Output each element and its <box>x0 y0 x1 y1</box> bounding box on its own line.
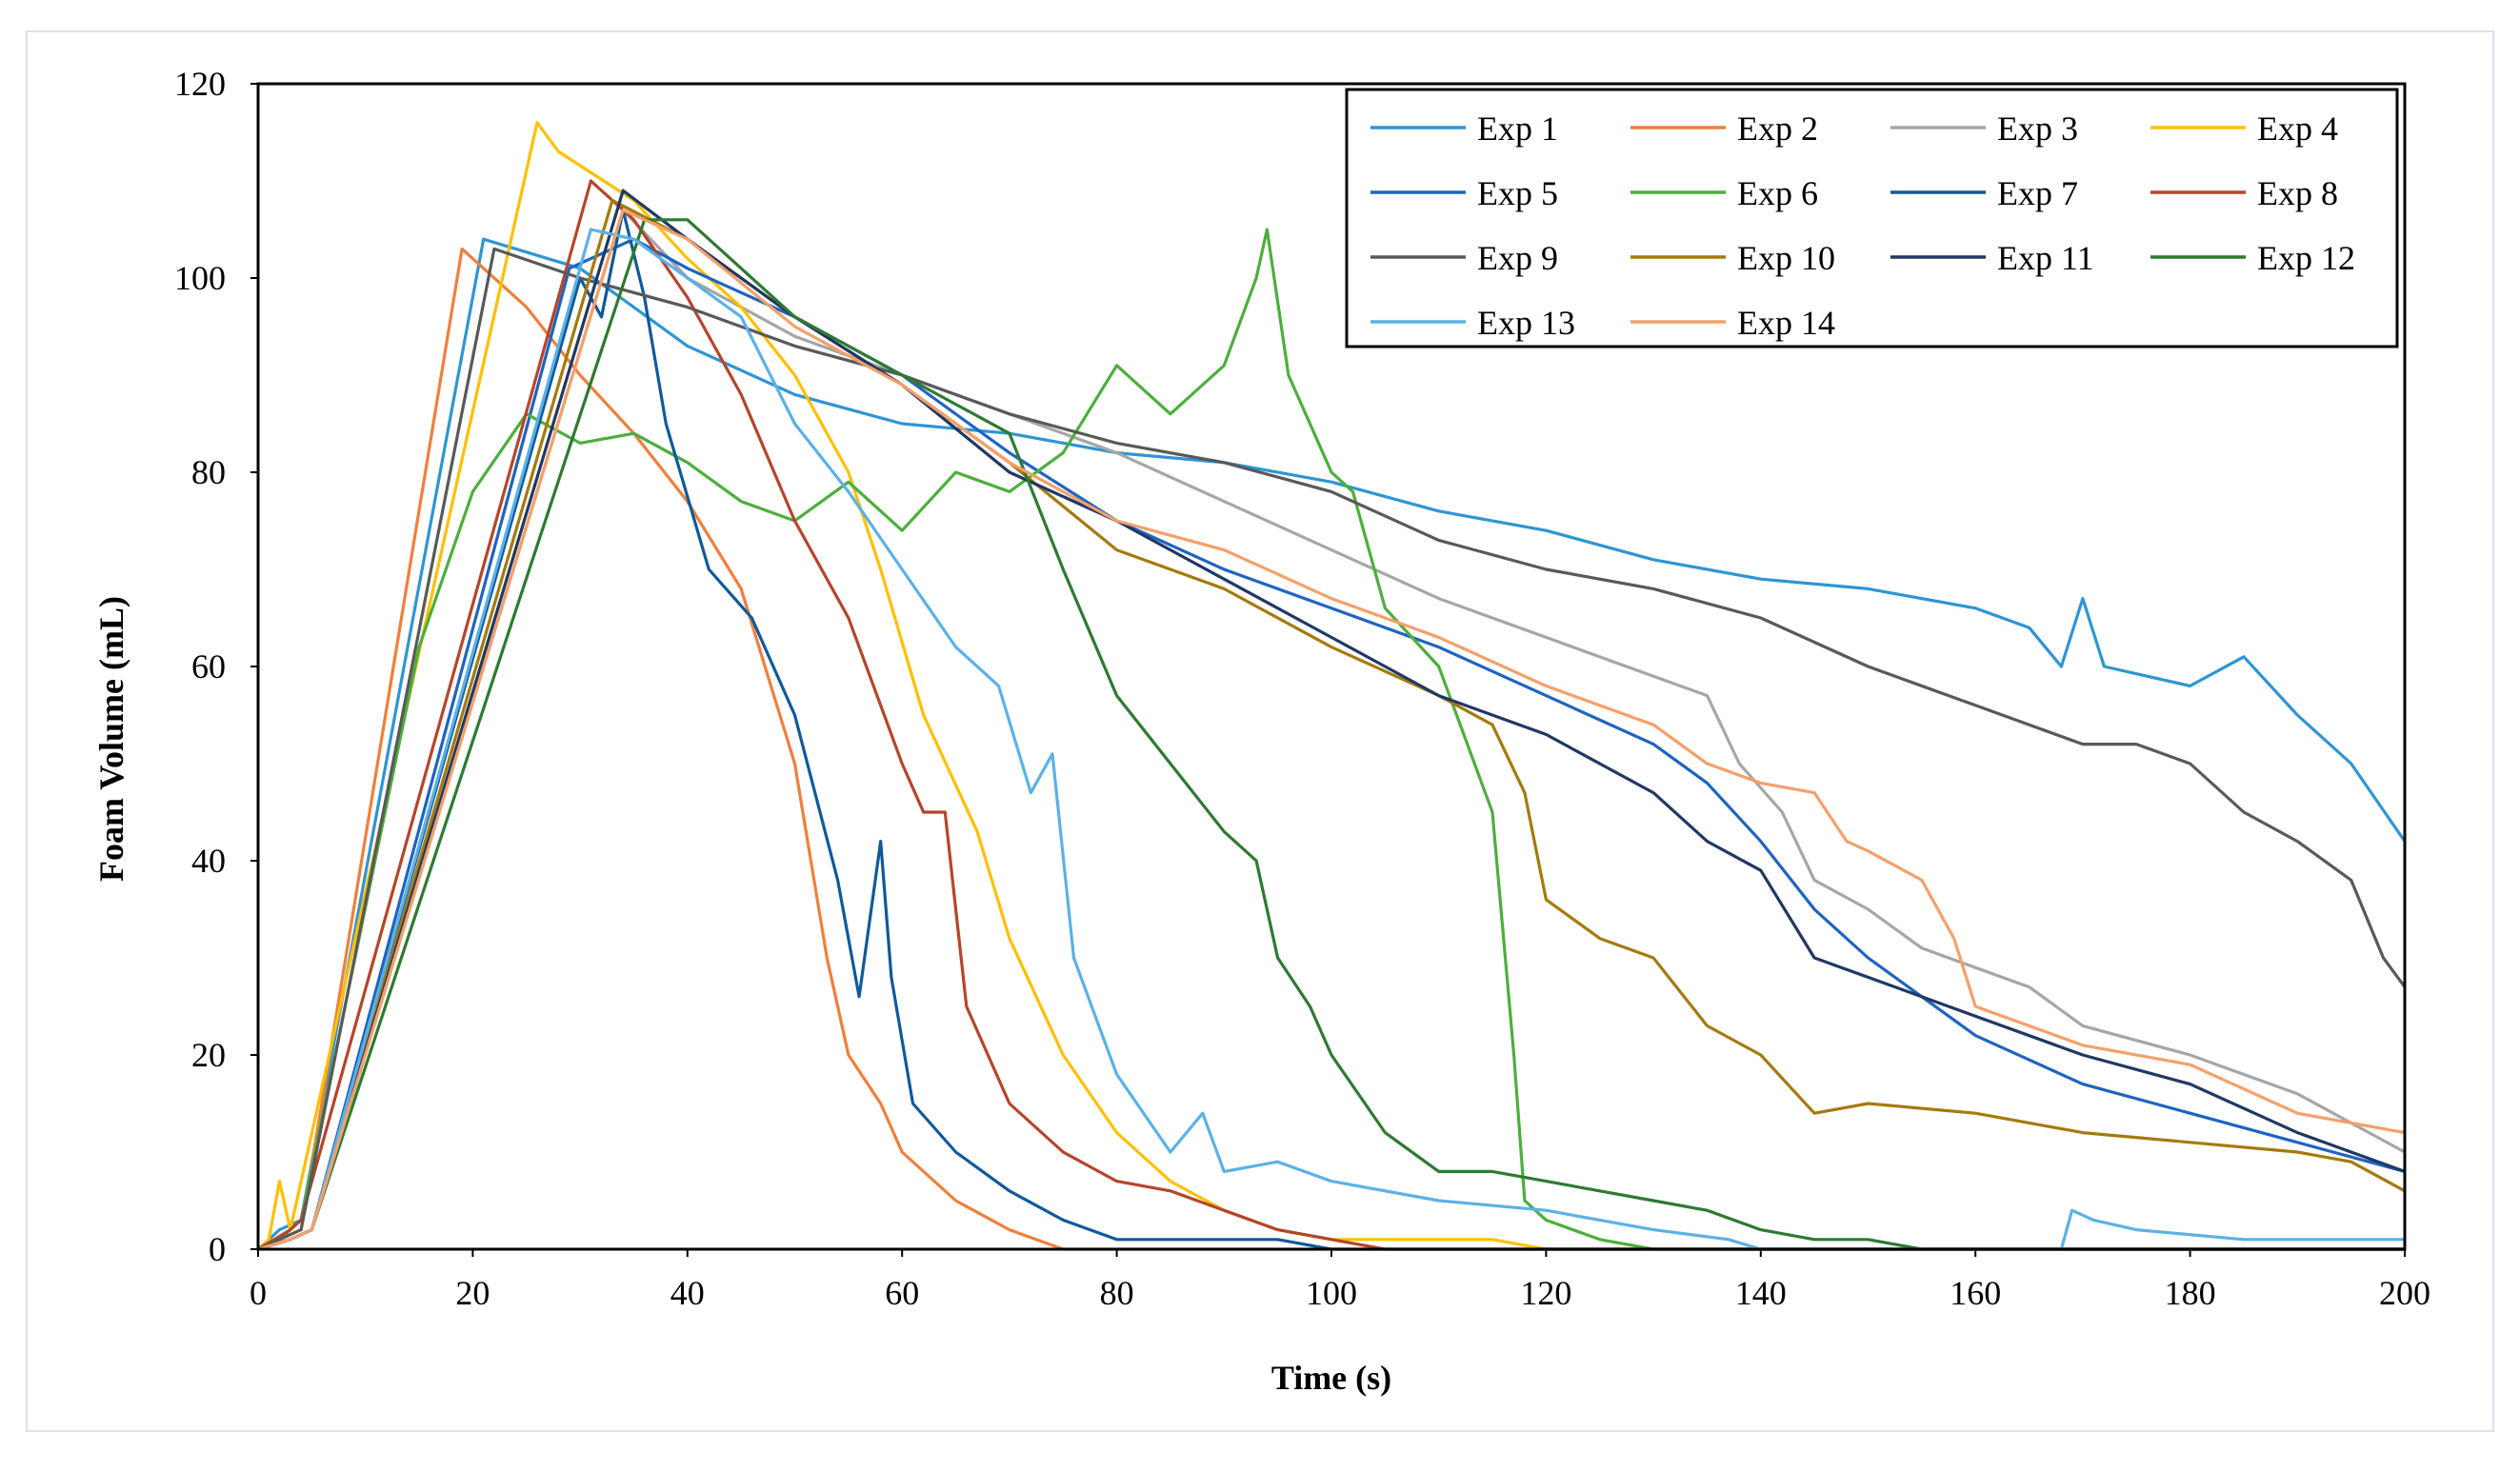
x-tick-label: 140 <box>1735 1274 1787 1312</box>
legend-label: Exp 1 <box>1477 109 1558 148</box>
legend-label: Exp 5 <box>1477 174 1558 212</box>
legend-label: Exp 9 <box>1477 239 1558 277</box>
x-tick-label: 180 <box>2165 1274 2216 1312</box>
x-tick-label: 20 <box>455 1274 490 1312</box>
series-line-exp-9 <box>257 247 2407 1251</box>
y-tick-label: 100 <box>174 259 226 297</box>
legend-label: Exp 11 <box>1997 239 2094 277</box>
y-tick-label: 60 <box>191 647 226 686</box>
series-lines <box>256 121 2407 1251</box>
legend-label: Exp 7 <box>1997 174 2078 212</box>
axis-ticks: 0 20 40 60 80 100 120 140 160 180 200 0 20 40 60 80 100 1… <box>174 65 2430 1312</box>
x-tick-label: 60 <box>885 1274 919 1312</box>
x-axis-label: Time (s) <box>1271 1359 1391 1397</box>
y-tick-label: 40 <box>191 842 226 880</box>
figure-frame: Foam Volume (mL) Time (s) 0 20 40 60 80 100 12… <box>26 30 2494 1432</box>
series-line-exp-7 <box>257 209 2405 1251</box>
y-axis-label: Foam Volume (mL) <box>92 596 130 882</box>
line-chart: Foam Volume (mL) Time (s) 0 20 40 60 80 100 12… <box>92 65 2430 1397</box>
series-line-exp-11 <box>257 189 2406 1251</box>
legend-label: Exp 12 <box>2257 239 2355 277</box>
x-tick-label: 200 <box>2379 1274 2430 1312</box>
legend-label: Exp 3 <box>1997 109 2078 148</box>
x-tick-label: 0 <box>250 1274 267 1312</box>
y-tick-label: 80 <box>191 453 226 491</box>
legend-box <box>1345 88 2399 348</box>
x-tick-label: 160 <box>1950 1274 2001 1312</box>
legend-label: Exp 13 <box>1477 304 1575 342</box>
series-line-exp-3 <box>257 209 2406 1251</box>
legend-label: Exp 10 <box>1737 239 1835 277</box>
y-tick-label: 0 <box>209 1230 226 1268</box>
series-line-exp-1 <box>256 237 2407 1251</box>
x-tick-label: 80 <box>1100 1274 1134 1312</box>
series-line-exp-6 <box>257 228 2405 1251</box>
legend-label: Exp 8 <box>2257 174 2338 212</box>
series-line-exp-12 <box>257 218 2405 1251</box>
x-tick-label: 100 <box>1306 1274 1357 1312</box>
series-line-exp-14 <box>257 209 2406 1251</box>
x-tick-label: 40 <box>670 1274 705 1312</box>
x-tick-label: 120 <box>1520 1274 1571 1312</box>
legend-label: Exp 2 <box>1737 109 1818 148</box>
y-tick-label: 20 <box>191 1036 226 1074</box>
plot-area-border <box>256 82 2407 1251</box>
series-line-exp-13 <box>257 228 2405 1251</box>
legend-label: Exp 4 <box>2257 109 2338 148</box>
series-line-exp-10 <box>257 198 2406 1251</box>
y-tick-label: 120 <box>174 65 226 103</box>
legend: Exp 1 Exp 2 Exp 3 Exp 4 Exp 5 Exp 6 Exp 7 Exp 8… <box>1345 88 2399 348</box>
legend-label: Exp 6 <box>1737 174 1818 212</box>
series-line-exp-2 <box>257 247 2405 1251</box>
legend-label: Exp 14 <box>1737 304 1835 342</box>
